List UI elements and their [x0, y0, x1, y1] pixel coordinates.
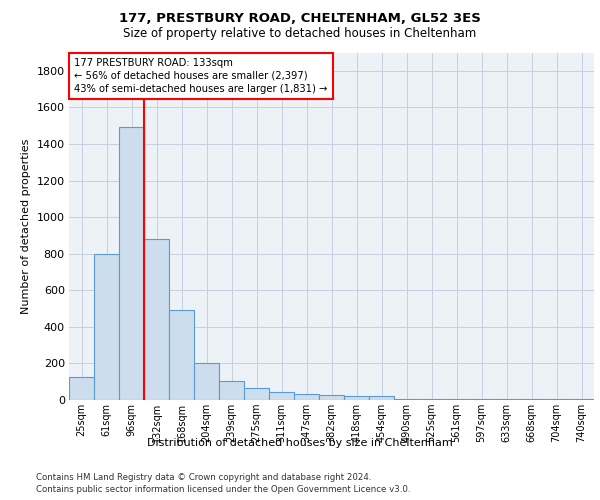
Bar	[169, 310, 194, 400]
Y-axis label: Number of detached properties: Number of detached properties	[21, 138, 31, 314]
Text: 177, PRESTBURY ROAD, CHELTENHAM, GL52 3ES: 177, PRESTBURY ROAD, CHELTENHAM, GL52 3E…	[119, 12, 481, 26]
Bar	[444, 399, 469, 400]
Text: Contains public sector information licensed under the Open Government Licence v3: Contains public sector information licen…	[36, 485, 410, 494]
Bar	[469, 399, 494, 400]
Text: Size of property relative to detached houses in Cheltenham: Size of property relative to detached ho…	[124, 28, 476, 40]
Bar	[569, 399, 594, 400]
Bar	[244, 388, 269, 400]
Bar	[69, 377, 94, 400]
Bar	[519, 399, 544, 400]
Bar	[419, 399, 444, 400]
Text: Distribution of detached houses by size in Cheltenham: Distribution of detached houses by size …	[147, 438, 453, 448]
Text: Contains HM Land Registry data © Crown copyright and database right 2024.: Contains HM Land Registry data © Crown c…	[36, 472, 371, 482]
Bar	[144, 239, 169, 400]
Bar	[369, 396, 394, 400]
Bar	[219, 381, 244, 400]
Bar	[319, 394, 344, 400]
Bar	[494, 399, 519, 400]
Bar	[119, 128, 144, 400]
Bar	[294, 394, 319, 400]
Bar	[344, 396, 369, 400]
Text: 177 PRESTBURY ROAD: 133sqm
← 56% of detached houses are smaller (2,397)
43% of s: 177 PRESTBURY ROAD: 133sqm ← 56% of deta…	[74, 58, 328, 94]
Bar	[94, 254, 119, 400]
Bar	[544, 399, 569, 400]
Bar	[394, 399, 419, 400]
Bar	[269, 392, 294, 400]
Bar	[194, 362, 219, 400]
